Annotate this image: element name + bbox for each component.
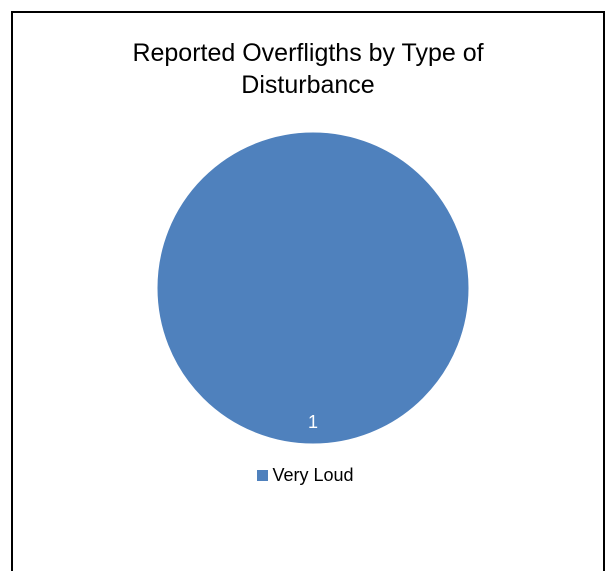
chart-legend: Very Loud	[0, 465, 611, 486]
chart-title-line-1: Reported Overfligths by Type of	[132, 39, 484, 67]
legend-swatch-very-loud	[257, 470, 269, 481]
chart-title-line-2: Disturbance	[241, 71, 375, 99]
pie-data-label: 1	[308, 412, 318, 432]
chart-title: Reported Overfligths by Type of Disturba…	[13, 37, 603, 101]
pie-slice-very-loud	[156, 131, 470, 445]
legend-label-very-loud: Very Loud	[272, 465, 354, 485]
